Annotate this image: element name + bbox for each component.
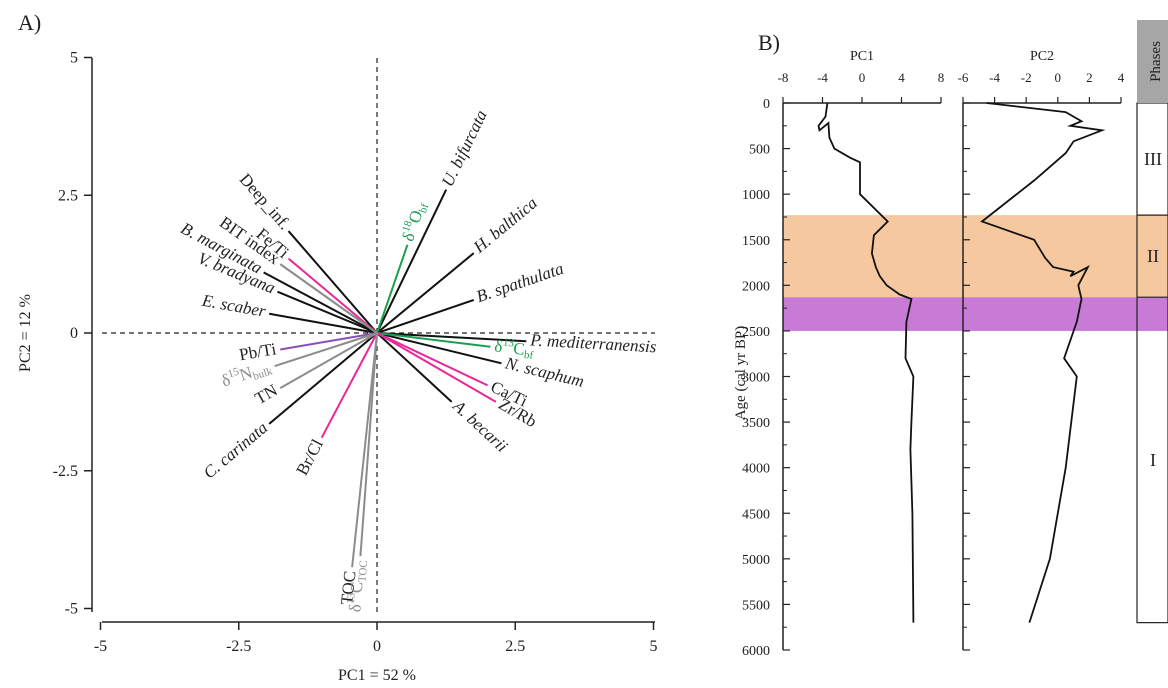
vector-b-spathulata	[376, 298, 475, 334]
phase-column	[1136, 102, 1168, 624]
vector-label-h-balthica: H. balthica	[469, 193, 541, 257]
pc1-x-tick-label: 4	[898, 70, 905, 85]
vector-label-br-cl: Br/Cl	[292, 436, 327, 479]
vector-15nbulk	[274, 332, 378, 368]
biplot-x-axis-title: PC1 = 52 %	[338, 667, 416, 684]
vector-v-bradyana	[277, 290, 378, 334]
vector-b-marginata	[263, 271, 378, 334]
vector-label-15nbulk: δ15Nbulk	[219, 355, 275, 392]
pc1-x-tick-label: 0	[859, 70, 866, 85]
phase-label-ii: II	[1147, 246, 1159, 266]
age-tick-label: 2000	[742, 279, 770, 294]
vector-label-b-spathulata: B. spathulata	[474, 259, 566, 306]
vector-label-u-bifurcata: U. bifurcata	[438, 107, 491, 190]
phase-label-iii: III	[1144, 149, 1162, 169]
age-tick-label: 1000	[742, 188, 770, 203]
pc2-series-line	[980, 102, 1106, 623]
age-tick-label: 2500	[742, 325, 770, 340]
biplot-x-tick-label: 2.5	[505, 638, 525, 655]
vector-label-13cbf: δ13Cbf	[493, 335, 535, 362]
vector-br-cl	[320, 332, 378, 439]
vector-bit-index	[279, 263, 378, 334]
biplot-y-tick-label: -5	[65, 601, 78, 618]
age-axis-title: Age (cal yr BP)	[733, 326, 749, 421]
age-tick-label: 0	[763, 97, 770, 112]
depth-profile-panel: B) 0 500 1000 1500 2000 2500 3000 3500 4000 4500 5…	[733, 20, 1168, 659]
vector-label-tn: TN	[252, 380, 281, 408]
pc2-x-tick-label: -2	[1021, 70, 1032, 85]
pc1-series-line	[817, 102, 915, 623]
vector-deep-inf	[287, 230, 378, 334]
vector-p-mediterranensis	[376, 332, 527, 343]
vector-fe-ti	[287, 257, 378, 334]
age-tick-label: 1500	[742, 234, 770, 249]
pc2-x-tick-label: -4	[989, 70, 1000, 85]
pc1-x-tick-label: 8	[938, 70, 945, 85]
pc2-x-tick-label: -6	[958, 70, 969, 85]
vector-h-balthica	[376, 252, 475, 334]
pc2-x-tick-label: 4	[1118, 70, 1125, 85]
phase-header: Phases	[1148, 41, 1164, 82]
biplot-x-tick-label: 0	[373, 638, 381, 655]
age-tick-label: 500	[749, 143, 770, 158]
vector-toc	[351, 332, 378, 568]
vector-13ctoc	[359, 332, 378, 557]
pc1-x-tick-label: -8	[778, 70, 789, 85]
vector-18obf	[376, 244, 409, 334]
pc1-x-tick-label: -4	[817, 70, 828, 85]
age-tick-label: 5000	[742, 553, 770, 568]
biplot-x-tick-label: 5	[650, 638, 658, 655]
vector-e-scaber	[268, 312, 378, 334]
biplot-y-axis-title: PC2 = 12 %	[17, 294, 34, 372]
panel-a-label: A)	[18, 10, 41, 35]
vector-n-scaphum	[376, 332, 502, 365]
vector-pb-ti	[280, 332, 378, 351]
biplot-x-tick-label: -2.5	[226, 638, 251, 655]
phase-band-2	[783, 297, 1168, 331]
age-tick-label: 4500	[742, 507, 770, 522]
vector-13cbf	[376, 332, 491, 348]
age-tick-label: 3000	[742, 371, 770, 386]
age-tick-label: 6000	[742, 644, 770, 659]
biplot-y-tick-label: 0	[70, 325, 78, 342]
pc2-x-tick-label: 0	[1055, 70, 1062, 85]
vector-label-e-scaber: E. scaber	[200, 291, 268, 321]
vector-label-p-mediterranensis: P. mediterranensis	[529, 330, 657, 356]
vector-label-c-carinata: C. carinata	[200, 418, 271, 482]
vector-u-bifurcata	[376, 189, 448, 334]
vector-label-pb-ti: Pb/Ti	[238, 339, 278, 364]
biplot-y-tick-label: 2.5	[58, 187, 78, 204]
vector-ca-ti	[376, 332, 489, 387]
vector-label-13ctoc: δ13CTOC	[344, 559, 370, 613]
vector-tn	[279, 332, 378, 389]
vector-a-becarii	[376, 332, 453, 403]
phase-header-box	[1137, 20, 1168, 103]
vector-label-18obf: δ18Obf	[397, 198, 431, 244]
age-tick-label: 5500	[742, 598, 770, 613]
vector-c-carinata	[268, 332, 378, 425]
pc2-series-title: PC2	[1030, 49, 1054, 64]
biplot-y-tick-label: 5	[70, 50, 78, 67]
pc1-series-title: PC1	[850, 49, 874, 64]
vector-zr-rb	[376, 332, 497, 403]
phase-label-i: I	[1150, 450, 1156, 470]
pca-biplot-panel: A) -5 -2.5 0 2.5 5 5 2.5 0 -2.5 -5 U. bifurcataH.…	[17, 10, 658, 684]
age-tick-label: 3500	[742, 416, 770, 431]
panel-b-label: B)	[758, 30, 780, 55]
pc2-x-tick-label: 2	[1086, 70, 1093, 85]
vector-label-toc: TOC	[337, 570, 359, 606]
phase-band-1	[783, 215, 1168, 298]
biplot-y-tick-label: -2.5	[53, 463, 78, 480]
biplot-x-tick-label: -5	[94, 638, 107, 655]
age-tick-label: 4000	[742, 462, 770, 477]
